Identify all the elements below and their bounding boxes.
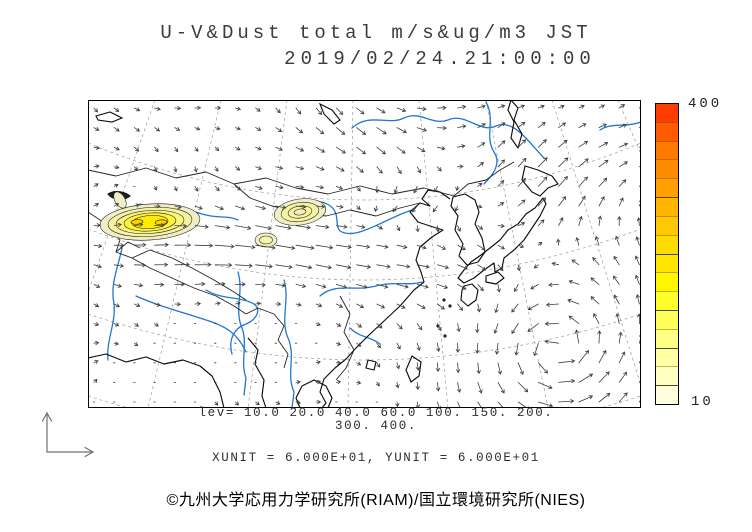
wind-vector-field xyxy=(92,104,641,408)
lakes xyxy=(95,102,341,200)
vector-units-label: XUNIT = 6.000E+01, YUNIT = 6.000E+01 xyxy=(212,451,540,465)
chart-datetime: 2019/02/24.21:00:00 xyxy=(284,48,596,70)
colorbar-segment xyxy=(656,254,678,274)
right-arrow-icon xyxy=(46,446,95,458)
colorbar-segment xyxy=(656,310,678,330)
colorbar-segment xyxy=(656,386,678,404)
map-frame xyxy=(88,100,641,408)
colorbar-segment xyxy=(656,235,678,255)
colorbar-segment xyxy=(656,292,678,311)
colorbar-segment xyxy=(656,122,678,142)
colorbar-segment xyxy=(656,160,678,180)
coastlines xyxy=(88,100,559,408)
colorbar-segment xyxy=(656,329,678,349)
colorbar-segment xyxy=(656,198,678,217)
colorbar-segment xyxy=(656,348,678,368)
colorbar-segment xyxy=(656,179,678,199)
up-arrow-icon xyxy=(41,411,53,453)
colorbar-segment xyxy=(656,216,678,236)
country-borders xyxy=(88,161,515,381)
colorbar-segment xyxy=(656,141,678,161)
colorbar-segment xyxy=(656,104,678,123)
dust-contour-plumes xyxy=(99,191,327,248)
unit-vector-arrows xyxy=(41,411,95,458)
chart-title: U-V&Dust total m/s&ug/m3 JST xyxy=(160,22,592,44)
colorbar-max-label: 400 xyxy=(688,96,723,112)
latlon-grid xyxy=(88,100,641,408)
contour-levels-line2: 300. 400. xyxy=(335,419,417,433)
colorbar xyxy=(655,103,679,405)
copyright-credit: ©九州大学応用力学研究所(RIAM)/国立環境研究所(NIES) xyxy=(166,492,586,509)
colorbar-segment xyxy=(656,367,678,387)
map-canvas xyxy=(88,100,641,408)
contour-levels-line1: lev= 10.0 20.0 40.0 60.0 100. 150. 200. xyxy=(198,406,554,420)
colorbar-segment xyxy=(656,273,678,293)
colorbar-min-label: 10 xyxy=(691,394,714,410)
map-panel xyxy=(88,100,641,408)
